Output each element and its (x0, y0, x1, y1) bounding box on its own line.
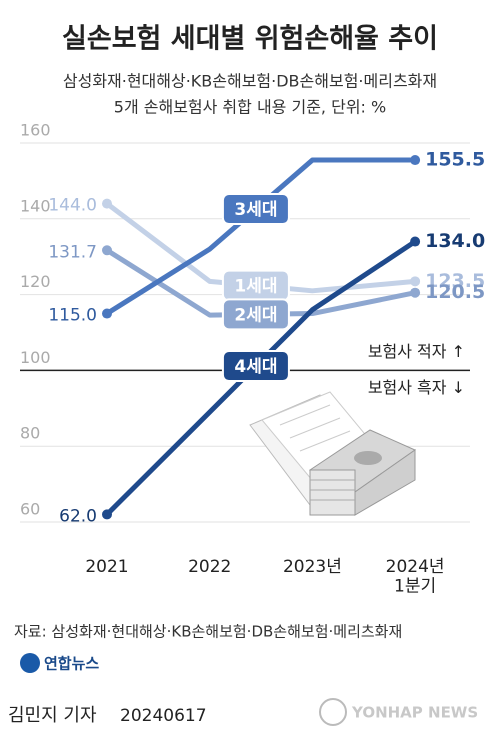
point (102, 509, 112, 520)
point (410, 287, 421, 298)
point (102, 245, 112, 256)
y-tick-label: 140 (20, 196, 51, 215)
annotation: 보험사 흑자 ↓ (368, 378, 465, 397)
logo-icon (20, 653, 40, 673)
y-tick-label: 80 (20, 424, 40, 443)
series-badge (221, 350, 290, 383)
y-tick-label: 100 (20, 348, 51, 367)
logo: 연합뉴스 (44, 655, 99, 673)
subtitle: 삼성화재·현대해상·KB손해보험·DB손해보험·메리츠화재 (63, 72, 437, 91)
annotation: 보험사 적자 ↑ (368, 342, 465, 361)
value-label: 134.0 (425, 230, 485, 252)
y-tick-label: 160 (20, 121, 51, 140)
source: 자료: 삼성화재·현대해상·KB손해보험·DB손해보험·메리츠화재 (14, 623, 402, 641)
byline: 김민지 기자 (8, 705, 97, 726)
value-label: 131.7 (48, 242, 97, 262)
point (102, 198, 112, 209)
x-tick-label: 2021 (85, 557, 128, 577)
plot: 60 80 100 120 140 160 보험사 적자 ↑ 보험사 흑자 ↓ 2021 2022… (20, 121, 485, 597)
point (410, 276, 421, 287)
y-tick-label: 60 (20, 500, 40, 519)
point (410, 155, 421, 166)
point (102, 308, 112, 319)
value-label: 120.5 (425, 281, 485, 303)
watermark: YONHAP NEWS (351, 704, 478, 722)
x-tick-label: 2024년 1분기 (386, 557, 445, 597)
point (410, 236, 421, 247)
value-label: 115.0 (48, 306, 97, 326)
value-label: 123.5 (425, 270, 485, 292)
series-badge (221, 298, 290, 331)
chart-title: 실손보험 세대별 위험손해율 추이 (62, 24, 438, 55)
watermark-icon (319, 698, 347, 726)
date: 20240617 (120, 706, 207, 726)
x-tick-label: 2023년 (283, 557, 342, 577)
series-badge (221, 193, 290, 226)
value-label: 62.0 (59, 506, 97, 526)
illustration (249, 391, 417, 516)
value-label: 155.5 (425, 149, 485, 171)
legend-label: 3세대 (234, 200, 277, 220)
value-label: 144.0 (48, 196, 97, 216)
x-tick-label: 2022 (188, 557, 231, 577)
legend-label: 2세대 (234, 305, 277, 325)
legend-label: 4세대 (234, 357, 277, 377)
subtitle: 5개 손해보험사 취합 내용 기준, 단위: % (114, 98, 386, 117)
legend-label: 1세대 (234, 277, 277, 297)
y-tick-label: 120 (20, 272, 51, 291)
